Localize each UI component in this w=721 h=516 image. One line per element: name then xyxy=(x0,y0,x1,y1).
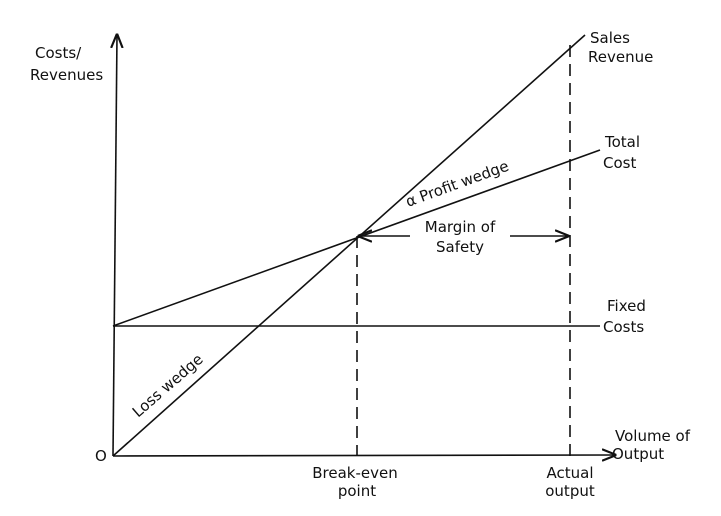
x-axis-label: Volume of xyxy=(615,427,691,445)
x-axis-label: Output xyxy=(612,445,664,463)
sales-revenue-line xyxy=(112,34,586,457)
actual-output-label: output xyxy=(545,482,595,500)
y-axis xyxy=(113,35,117,457)
loss-wedge-label: Loss wedge xyxy=(129,350,207,421)
break-even-label: Break-even xyxy=(312,464,398,482)
fixed-costs-label: Fixed xyxy=(607,297,646,315)
total-cost-label: Total xyxy=(604,133,640,151)
margin-of-safety-label: Safety xyxy=(436,238,484,256)
y-axis-label: Costs/ xyxy=(35,44,82,62)
sales-revenue-label: Revenue xyxy=(588,48,653,66)
actual-output-label: Actual xyxy=(547,464,594,482)
total-cost-label: Cost xyxy=(603,154,636,172)
sales-revenue-label: Sales xyxy=(590,29,630,47)
origin-label: O xyxy=(95,447,107,465)
fixed-costs-label: Costs xyxy=(603,318,644,336)
profit-wedge-label: α Profit wedge xyxy=(403,157,511,211)
x-axis xyxy=(112,455,615,456)
y-axis-label: Revenues xyxy=(30,66,103,84)
break-even-label: point xyxy=(338,482,376,500)
margin-of-safety-label: Margin of xyxy=(425,218,496,236)
